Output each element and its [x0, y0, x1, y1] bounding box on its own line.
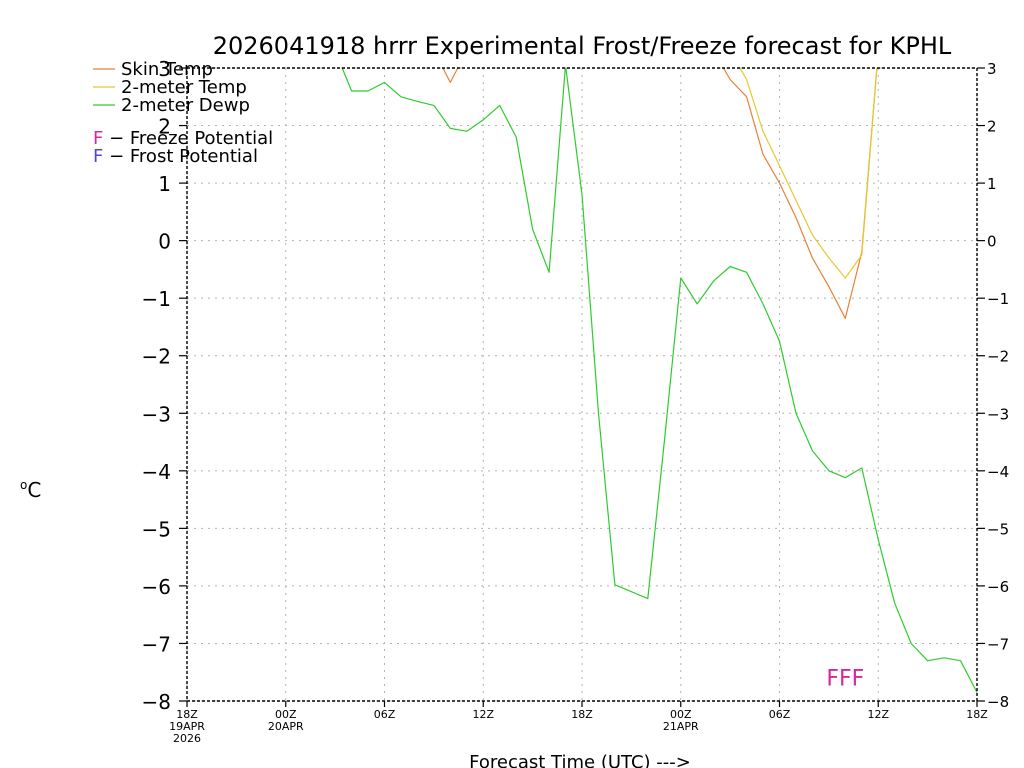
- chart-title: 2026041918 hrrr Experimental Frost/Freez…: [213, 32, 952, 60]
- freeze-potential-marker: FFF: [826, 667, 864, 692]
- legend-note-letter: F: [93, 146, 103, 167]
- y-tick-label-left: −2: [142, 345, 171, 369]
- y-tick-label-left: 0: [158, 230, 171, 254]
- x-tick-label: 12Z: [867, 708, 889, 721]
- y-tick-label-right: −8: [987, 693, 1009, 711]
- y-tick-label-right: 0: [987, 233, 997, 251]
- x-tick-label: 21APR: [663, 720, 699, 733]
- annotations: FFF: [826, 667, 864, 692]
- legend-label-2-meter-dewp: 2-meter Dewp: [121, 95, 250, 116]
- x-tick-label: 18Z: [966, 708, 988, 721]
- y-tick-label-left: −1: [142, 287, 171, 311]
- y-axis-label-unit: C: [27, 478, 41, 502]
- y-tick-label-right: 2: [987, 118, 997, 136]
- legend-note: F − Frost Potential: [93, 146, 258, 167]
- y-tick-label-left: −8: [142, 690, 171, 714]
- y-tick-label-left: −4: [142, 460, 171, 484]
- x-tick-label: 19APR: [169, 720, 205, 733]
- y-tick-label-right: 1: [987, 175, 997, 193]
- legend-note-letter: F: [93, 128, 103, 149]
- x-tick-label: 06Z: [769, 708, 791, 721]
- series-line-skin-temp: [442, 68, 878, 319]
- y-tick-label-right: 3: [987, 60, 997, 78]
- series-line-2-meter-dewp: [341, 68, 977, 693]
- y-tick-label-left: −7: [142, 632, 171, 656]
- legend-note: F − Freeze Potential: [93, 128, 273, 149]
- y-tick-label-right: −2: [987, 348, 1009, 366]
- x-tick-label: 12Z: [472, 708, 494, 721]
- y-tick-label-right: −5: [987, 520, 1009, 538]
- x-tick-label: 2026: [173, 732, 201, 745]
- x-tick-label: 20APR: [268, 720, 304, 733]
- grid: [186, 67, 978, 702]
- series-layer: [341, 68, 977, 693]
- y-axis-label: oC: [20, 478, 41, 502]
- y-tick-label-left: −3: [142, 402, 171, 426]
- legend-note-text: − Freeze Potential: [103, 128, 273, 149]
- y-tick-label-left: 1: [158, 172, 171, 196]
- legend-label-2-meter-temp: 2-meter Temp: [121, 77, 247, 98]
- y-axis-label-degree: o: [20, 478, 27, 492]
- y-tick-label-right: −3: [987, 405, 1009, 423]
- y-tick-label-left: 3: [158, 57, 171, 81]
- legend-note-text: − Frost Potential: [103, 146, 258, 167]
- x-tick-label: 00Z: [275, 708, 297, 721]
- y-tick-label-right: −7: [987, 635, 1009, 653]
- y-tick-label-right: −1: [987, 290, 1009, 308]
- series-line-2-meter-temp: [739, 68, 878, 279]
- x-axis-label: Forecast Time (UTC) --->: [469, 752, 691, 768]
- x-tick-label: 06Z: [374, 708, 396, 721]
- x-tick-label: 18Z: [176, 708, 198, 721]
- y-axis: −8 −8 −7 −7 −6 −6 −5 −5 −4 −4 −3 −3 −2 −2 −1 −1 0 0 1 1 2 2 3 3: [142, 57, 1010, 714]
- y-tick-label-right: −4: [987, 463, 1009, 481]
- x-tick-label: 18Z: [571, 708, 593, 721]
- y-tick-label-right: −6: [987, 578, 1009, 596]
- y-tick-label-left: −5: [142, 517, 171, 541]
- x-tick-label: 00Z: [670, 708, 692, 721]
- y-tick-label-left: −6: [142, 575, 171, 599]
- legend-label-skin-temp: Skin Temp: [121, 59, 213, 80]
- y-tick-label-left: 2: [158, 115, 171, 139]
